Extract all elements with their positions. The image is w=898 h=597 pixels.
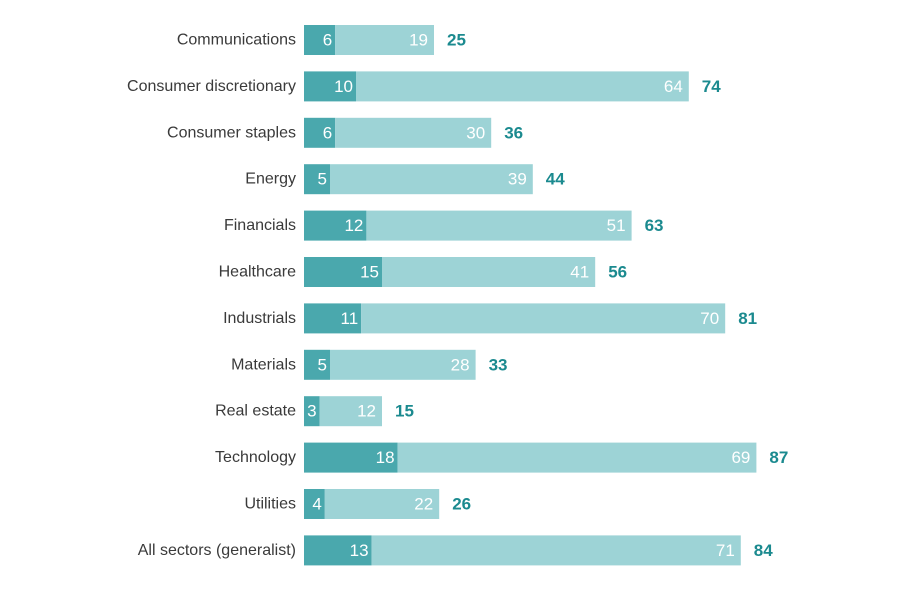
bar-segment-2	[361, 303, 726, 334]
total-value-label: 36	[504, 123, 523, 142]
category-label: Financials	[224, 217, 296, 234]
bar-segment-1	[304, 117, 336, 148]
total-value-label: 56	[608, 263, 627, 282]
segment-1-value-label: 6	[323, 123, 332, 142]
bar-segment-1	[304, 71, 356, 102]
segment-1-value-label: 13	[350, 541, 369, 560]
segment-2-value-label: 28	[451, 355, 470, 374]
segment-2-value-label: 12	[357, 402, 376, 421]
segment-2-value-label: 22	[414, 495, 433, 514]
category-label: Real estate	[215, 403, 296, 420]
bar-segment-2	[335, 117, 492, 148]
category-label: Healthcare	[219, 264, 296, 281]
total-value-label: 74	[702, 77, 721, 96]
bar-segment-2	[319, 396, 382, 427]
bar-segment-2	[324, 489, 440, 519]
bar-segment-2	[330, 164, 533, 195]
segment-1-value-label: 11	[341, 309, 359, 328]
category-label: Industrials	[223, 310, 296, 327]
category-label: Energy	[245, 171, 296, 188]
total-value-label: 81	[738, 309, 757, 328]
segment-1-value-label: 5	[318, 170, 327, 189]
bar-segment-1	[304, 25, 336, 55]
bar-segment-2	[382, 257, 596, 287]
category-label: Communications	[177, 32, 296, 49]
bar-segment-1	[304, 257, 382, 287]
bar-segment-2	[371, 535, 741, 566]
total-value-label: 33	[489, 355, 508, 374]
segment-2-value-label: 19	[409, 31, 428, 50]
total-value-label: 87	[769, 448, 788, 467]
total-value-label: 26	[452, 495, 471, 514]
segment-1-value-label: 6	[323, 31, 332, 50]
category-label: Technology	[215, 449, 296, 466]
segment-1-value-label: 3	[307, 402, 316, 421]
segment-2-value-label: 64	[664, 77, 683, 96]
category-label: Consumer discretionary	[127, 78, 296, 95]
segment-2-value-label: 41	[570, 263, 589, 282]
bar-segment-1	[304, 303, 362, 334]
segment-2-value-label: 51	[607, 216, 626, 235]
bar-segment-1	[304, 164, 330, 195]
total-value-label: 44	[546, 170, 565, 189]
bar-segment-2	[330, 349, 476, 380]
total-value-label: 25	[447, 31, 466, 50]
segment-2-value-label: 30	[466, 123, 485, 142]
segment-2-value-label: 69	[731, 448, 750, 467]
segment-1-value-label: 15	[360, 263, 379, 282]
total-value-label: 63	[645, 216, 664, 235]
segment-1-value-label: 12	[344, 216, 363, 235]
bar-segment-1	[304, 535, 372, 566]
segment-2-value-label: 70	[700, 309, 719, 328]
bar-segment-2	[335, 25, 434, 55]
bar-segment-1	[304, 442, 398, 473]
bar-segment-1	[304, 489, 325, 519]
bar-segment-1	[304, 349, 330, 380]
total-value-label: 15	[395, 402, 414, 421]
category-label: Materials	[231, 356, 296, 373]
segment-1-value-label: 5	[318, 355, 327, 374]
bar-segment-1	[304, 396, 320, 427]
category-label: Consumer staples	[167, 124, 296, 141]
total-value-label: 84	[754, 541, 773, 560]
segment-1-value-label: 4	[312, 495, 321, 514]
bar-segment-2	[397, 442, 757, 473]
segment-1-value-label: 18	[376, 448, 395, 467]
segment-2-value-label: 71	[716, 541, 735, 560]
segment-1-value-label: 10	[334, 77, 353, 96]
category-label: All sectors (generalist)	[138, 542, 296, 559]
bar-segment-2	[356, 71, 689, 102]
bar-segment-1	[304, 210, 367, 241]
category-label: Utilities	[244, 496, 296, 513]
bar-segment-2	[366, 210, 632, 241]
segment-2-value-label: 39	[508, 170, 527, 189]
